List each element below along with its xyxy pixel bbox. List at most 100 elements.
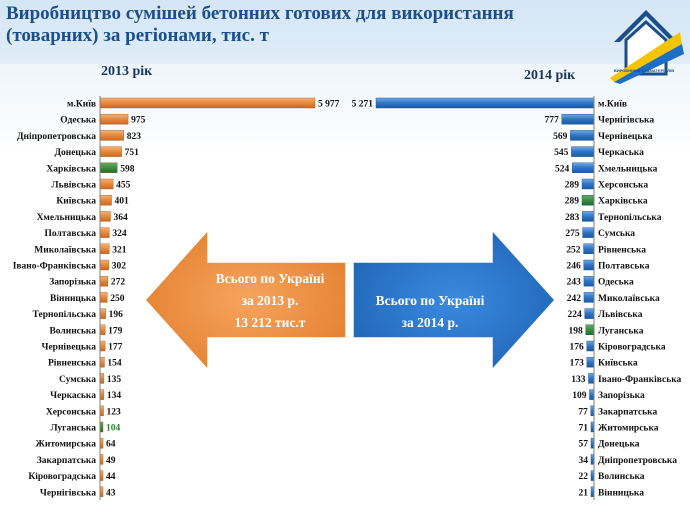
bar-2013-7: [99, 211, 111, 222]
total-2013-text: Всього по Україні за 2013 р. 13 212 тис.…: [180, 268, 360, 334]
category-label-2014-4: Хмельницька: [598, 164, 658, 174]
bar-2014-17: [588, 373, 595, 384]
bar-2013-3: [99, 146, 122, 157]
value-label-2013-15: 177: [108, 343, 123, 353]
bar-2014-2: [570, 130, 595, 141]
bar-2014-18: [589, 389, 595, 400]
bar-2014-3: [571, 146, 595, 157]
bar-2014-13: [584, 308, 595, 319]
value-label-2013-10: 302: [112, 262, 127, 272]
logo-text: ВИРОБНИКІВ БУДМАТЕРІАЛІВ: [614, 68, 674, 73]
bar-2013-18: [99, 389, 105, 400]
total-2013-line1: Всього по Україні: [215, 271, 325, 286]
value-label-2013-18: 134: [107, 391, 122, 401]
category-label-2013-8: Полтавська: [45, 229, 97, 239]
bar-2013-13: [99, 308, 106, 319]
page-title: Виробництво сумішей бетонних готових для…: [6, 3, 514, 46]
category-label-2013-24: Чернігівська: [40, 487, 96, 498]
bar-2013-12: [99, 292, 108, 303]
bar-2014-7: [582, 211, 595, 222]
category-label-2014-3: Черкаська: [598, 148, 644, 158]
value-label-2013-6: 401: [115, 197, 130, 207]
value-label-2014-22: 34: [579, 456, 589, 466]
value-label-2013-3: 751: [125, 148, 140, 158]
bar-2014-6: [581, 194, 595, 206]
category-label-2013-17: Сумська: [59, 375, 96, 385]
category-label-2013-10: Івано-Франківська: [13, 261, 97, 272]
category-label-2013-3: Донецька: [54, 148, 96, 158]
total-2014-text: Всього по Україні за 2014 р. 11 099 тис.…: [340, 290, 520, 356]
year-label-2013: 2013 рік: [101, 64, 153, 79]
value-label-2013-17: 135: [107, 375, 122, 385]
value-label-2014-21: 57: [579, 440, 589, 450]
value-label-2014-9: 252: [566, 245, 581, 255]
category-label-2013-9: Миколаївська: [34, 245, 96, 255]
value-label-2013-20: 104: [106, 424, 121, 434]
value-label-2014-6: 289: [565, 197, 580, 207]
value-label-2014-1: 777: [545, 116, 560, 126]
value-label-2014-15: 176: [569, 343, 584, 353]
value-label-2014-3: 545: [554, 148, 569, 158]
total-2014-line2: за 2014 р.: [401, 315, 459, 330]
value-label-2014-23: 22: [579, 472, 589, 482]
bar-2013-19: [99, 405, 104, 416]
total-2014-arrow: [352, 228, 557, 372]
bar-2014-4: [572, 162, 595, 174]
value-label-2013-7: 364: [113, 213, 128, 223]
value-label-2013-16: 154: [107, 359, 122, 369]
bar-2014-0: [375, 97, 595, 109]
bar-2013-11: [99, 276, 109, 287]
value-label-2014-13: 224: [567, 310, 582, 320]
category-label-2014-6: Харківська: [598, 196, 648, 207]
category-label-2014-1: Чернігівська: [598, 115, 654, 126]
value-label-2014-19: 77: [578, 407, 588, 417]
category-label-2013-4: Харківська: [46, 163, 96, 174]
category-label-2014-10: Полтавська: [598, 262, 650, 272]
total-2014-line1: Всього по Україні: [375, 293, 485, 308]
value-label-2014-5: 289: [565, 181, 580, 191]
bar-2014-14: [585, 324, 595, 335]
category-label-2013-16: Рівненська: [48, 358, 96, 369]
category-label-2014-14: Луганська: [598, 326, 644, 336]
value-label-2013-5: 455: [116, 181, 131, 191]
category-label-2013-5: Львівська: [52, 180, 97, 191]
bar-2013-2: [99, 130, 124, 141]
bar-2014-8: [582, 227, 595, 238]
total-2013-line2: за 2013 р.: [241, 293, 299, 308]
bar-2013-1: [99, 113, 129, 125]
bar-2014-1: [561, 113, 595, 125]
value-label-2013-4: 598: [120, 164, 135, 174]
bar-2014-10: [583, 259, 595, 271]
category-label-2014-2: Чернівецька: [598, 131, 653, 142]
category-label-2014-15: Кіровоградська: [598, 342, 666, 353]
category-label-2014-5: Херсонська: [598, 181, 648, 191]
category-label-2014-23: Волинська: [598, 472, 645, 482]
bar-2014-9: [583, 243, 595, 255]
value-label-2014-18: 109: [572, 391, 587, 401]
value-label-2013-22: 49: [106, 456, 116, 466]
bar-2013-9: [99, 243, 110, 255]
total-2014-line3: 11 099 тис.т: [394, 337, 466, 352]
chart-2014: м.Київ 5 271 Чернігівська 777 Чернівецька 569…: [352, 97, 682, 498]
value-label-2014-24: 21: [579, 488, 589, 498]
bar-2013-10: [99, 259, 109, 271]
bar-2013-4: [99, 162, 118, 174]
category-label-2013-14: Волинська: [49, 326, 96, 336]
bar-2014-11: [583, 276, 595, 287]
category-label-2013-22: Закарпатська: [37, 456, 96, 466]
value-label-2014-17: 133: [571, 375, 586, 385]
value-label-2013-13: 196: [109, 310, 124, 320]
category-label-2014-7: Тернопільська: [598, 212, 662, 223]
total-2013-arrow: [143, 228, 347, 372]
category-label-2013-13: Тернопільська: [33, 309, 97, 320]
value-label-2014-14: 198: [569, 326, 584, 336]
value-label-2013-12: 250: [110, 294, 125, 304]
category-label-2014-21: Донецька: [598, 440, 640, 450]
bar-2013-17: [99, 373, 105, 384]
value-label-2013-19: 123: [107, 407, 122, 417]
category-label-2014-22: Дніпропетровська: [598, 455, 677, 466]
value-label-2013-23: 44: [106, 472, 116, 482]
value-label-2013-11: 272: [111, 278, 126, 288]
value-label-2014-4: 524: [555, 164, 570, 174]
